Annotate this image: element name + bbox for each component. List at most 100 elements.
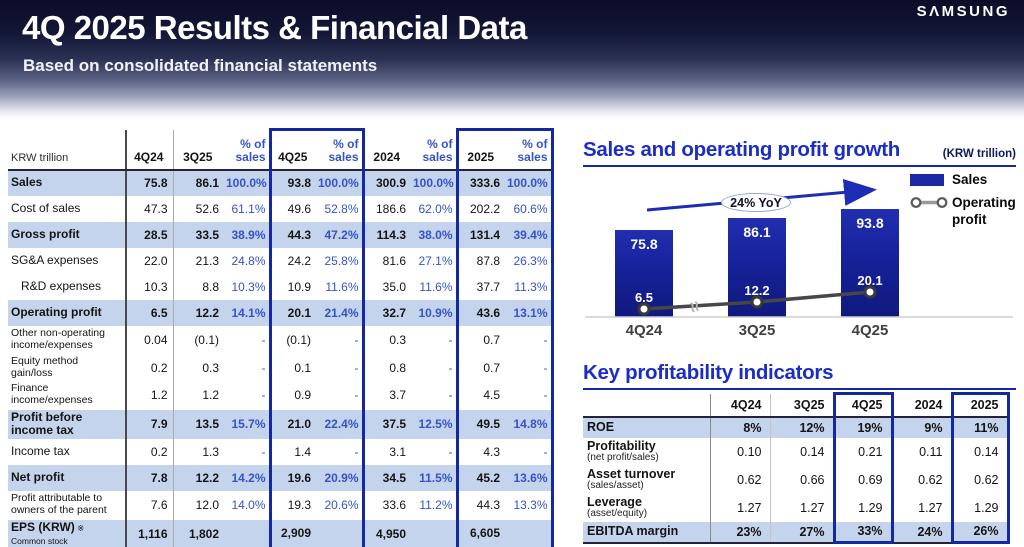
table-cell: 22.0 — [126, 247, 174, 274]
table-header-row: KRW trillion 4Q24 3Q25% of sales 4Q25% of s… — [8, 128, 554, 171]
table-row: Operating profit 6.5 12.2 14.1% 20.1 21.4% 32.… — [8, 299, 554, 326]
indicators-header: Key profitability indicators — [583, 361, 1016, 385]
right-column: Sales and operating profit growth (KRW t… — [583, 138, 1016, 544]
table-cell: 2,909 — [268, 519, 316, 547]
column-header: 3Q25 — [770, 393, 834, 418]
table-cell: - — [448, 333, 453, 347]
table-cell: 12.0 — [195, 498, 219, 512]
financial-table: KRW trillion 4Q24 3Q25% of sales 4Q25% of s… — [8, 128, 554, 547]
row-label: Net profit — [8, 464, 127, 491]
table-cell: - — [316, 325, 365, 355]
table-cell: 23% — [710, 521, 771, 544]
table-header-row: 4Q24 3Q25 4Q25 2024 2025 — [583, 392, 1010, 418]
table-cell: - — [505, 325, 554, 355]
table-cell: 11.6% — [419, 279, 453, 294]
table-cell: 10.3 — [126, 273, 174, 300]
yoy-annotation: 24% YoY — [721, 193, 791, 212]
sales-bar-value: 86.1 — [743, 224, 771, 240]
table-row: R&D expenses 10.3 8.8 10.3% 10.9 11.6% 35.0 11.… — [8, 273, 554, 300]
table-cell: 20.6% — [316, 490, 365, 520]
row-label: EPS (KRW) ※ Common stock — [8, 519, 127, 547]
table-cell: 0.04 — [126, 325, 174, 355]
table-cell: - — [316, 438, 365, 465]
table-cell: 6.5 — [126, 299, 174, 326]
row-label: Finance income/expenses — [8, 380, 127, 410]
table-cell: 24.2 — [268, 247, 316, 274]
table-cell: 0.14 — [950, 437, 1010, 466]
table-cell: 13.3% — [505, 490, 554, 520]
table-cell: 8% — [710, 416, 771, 438]
table-cell: 21.4% — [316, 299, 365, 326]
table-row: Asset turnover (sales/asset) 0.62 0.66 0.69 0… — [583, 465, 1010, 494]
table-cell: 61.1% — [231, 201, 266, 216]
table-row: SG&A expenses 22.0 21.3 24.8% 24.2 25.8% 81.6 2… — [8, 247, 554, 274]
column-header: 4Q25 — [832, 392, 894, 418]
indicators-table: 4Q24 3Q25 4Q25 2024 2025 ROE 8% 12% 19% 9% 11% Pro… — [583, 392, 1010, 544]
table-row: Sales 75.8 86.1 100.0% 93.8 100.0% 300.9 100.0%… — [8, 169, 554, 196]
column-header: 4Q24 — [126, 129, 174, 171]
table-cell: 0.21 — [832, 437, 894, 466]
table-cell: 47.2% — [316, 221, 365, 248]
table-row: EBITDA margin 23% 27% 33% 24% 26% — [583, 521, 1010, 544]
table-cell: 32.7 — [363, 299, 411, 326]
table-cell — [224, 519, 270, 547]
row-label: SG&A expenses — [8, 247, 127, 274]
table-cell: 86.1 — [173, 169, 224, 196]
empty-header-cell — [583, 393, 711, 418]
table-cell: 100.0% — [505, 169, 554, 196]
table-cell: 1.4 — [268, 438, 316, 465]
table-cell: 10.9% — [411, 299, 457, 326]
table-cell: 131.4 — [455, 221, 505, 248]
sales-bar — [841, 209, 899, 317]
table-cell: 11.3% — [505, 273, 554, 300]
table-cell: 19.3 — [268, 490, 316, 520]
table-cell: 0.62 — [918, 472, 943, 487]
sales-legend-swatch — [910, 174, 944, 186]
table-cell: 7.6 — [126, 490, 174, 520]
table-row: Cost of sales 47.3 52.6 61.1% 49.6 52.8% 186.6… — [8, 195, 554, 222]
table-cell: 1,802 — [173, 519, 224, 547]
table-cell: (0.1) — [194, 333, 219, 347]
row-label: R&D expenses — [8, 273, 127, 300]
table-cell: - — [448, 444, 453, 459]
legend-item-sales: Sales — [910, 171, 1016, 189]
table-cell: - — [448, 388, 453, 402]
row-label: EBITDA margin — [583, 521, 711, 544]
table-cell: 1.27 — [710, 493, 771, 522]
table-cell: - — [261, 444, 266, 459]
column-header: % of sales — [411, 129, 457, 171]
table-cell: 13.1% — [505, 299, 554, 326]
table-cell: 14.8% — [505, 409, 554, 439]
table-cell: 19.6 — [268, 464, 316, 491]
table-cell: 11.2% — [419, 498, 453, 512]
x-axis-label: 3Q25 — [738, 322, 776, 339]
table-row: Equity method gain/loss 0.2 0.3-0.1-0.8-0.… — [8, 354, 554, 381]
table-cell: 4.3 — [455, 438, 505, 465]
table-cell: 1.27 — [800, 500, 825, 515]
table-cell: 0.2 — [126, 354, 174, 381]
table-row: Other non-operating income/expenses 0.04 (… — [8, 325, 554, 355]
legend-item-operating-profit: Operating profit — [910, 194, 1016, 229]
table-row: Profitability (net profit/sales) 0.10 0.14 0… — [583, 437, 1010, 466]
operating-profit-value: 12.2 — [744, 283, 770, 298]
table-cell: 26.3% — [505, 247, 554, 274]
table-cell: 39.4% — [505, 221, 554, 248]
table-cell: 35.0 — [382, 279, 406, 294]
row-label: ROE — [583, 416, 711, 438]
table-cell: 1.29 — [950, 493, 1010, 522]
table-cell: 33.6 — [382, 498, 406, 512]
table-cell: 25.8% — [316, 247, 365, 274]
table-cell: 10.9 — [268, 273, 316, 300]
operating-profit-value: 6.5 — [634, 290, 654, 305]
table-cell: 186.6 — [375, 201, 406, 216]
table-cell: 0.10 — [710, 437, 771, 466]
samsung-logo: SΛMSUNG — [916, 3, 1010, 20]
table-cell: 4,950 — [363, 519, 411, 547]
column-header: 4Q24 — [710, 393, 771, 418]
table-cell: 12.2 — [173, 464, 224, 491]
table-cell: 202.2 — [455, 195, 505, 222]
table-cell: 12% — [770, 416, 834, 438]
sales-bar-value: 75.8 — [630, 236, 658, 252]
table-cell: 0.7 — [455, 354, 505, 381]
table-cell: 60.6% — [505, 195, 554, 222]
